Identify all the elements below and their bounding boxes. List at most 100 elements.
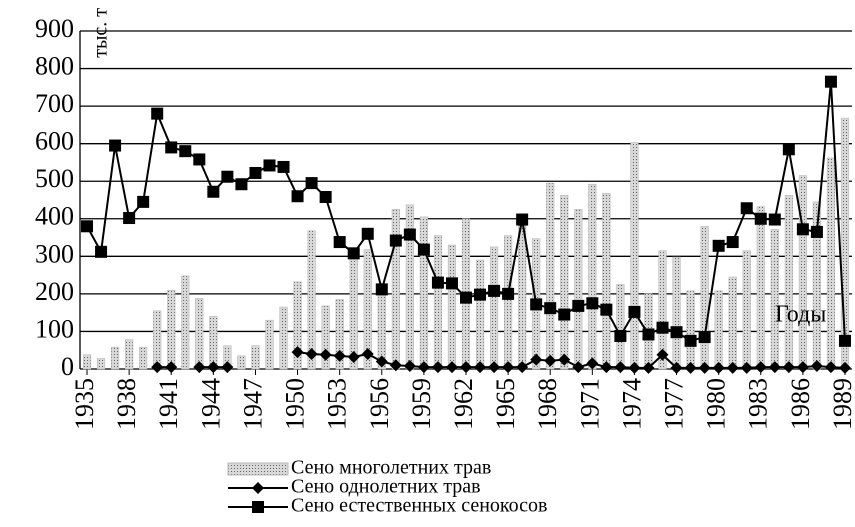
diamond-marker bbox=[403, 359, 416, 372]
bar bbox=[672, 256, 681, 370]
square-marker bbox=[810, 225, 823, 238]
bar bbox=[265, 319, 274, 370]
square-marker bbox=[670, 326, 683, 339]
bar bbox=[195, 298, 204, 370]
y-tick-label: 300 bbox=[35, 239, 74, 268]
diamond-marker bbox=[530, 353, 543, 366]
y-tick-label: 200 bbox=[35, 277, 74, 306]
square-marker bbox=[726, 236, 739, 249]
x-tick-label: 1986 bbox=[786, 378, 815, 430]
bar bbox=[82, 354, 92, 370]
diamond-marker bbox=[291, 346, 304, 359]
square-marker bbox=[361, 227, 374, 240]
square-marker bbox=[319, 190, 332, 203]
bar bbox=[419, 216, 428, 370]
legend-marker bbox=[252, 482, 264, 494]
square-marker bbox=[305, 177, 318, 190]
bar bbox=[167, 289, 176, 370]
diamond-marker bbox=[319, 348, 332, 361]
bar bbox=[279, 306, 288, 370]
bar bbox=[335, 299, 344, 370]
square-marker bbox=[123, 212, 136, 225]
square-marker bbox=[516, 213, 529, 226]
diamond-marker bbox=[333, 349, 346, 362]
square-marker bbox=[796, 223, 809, 236]
square-marker bbox=[277, 160, 290, 173]
square-marker bbox=[431, 276, 444, 289]
y-axis-unit: тыс. т bbox=[90, 8, 112, 58]
legend-label: Сено многолетних трав bbox=[291, 457, 491, 479]
diamond-marker bbox=[516, 361, 529, 374]
bar bbox=[798, 175, 807, 370]
x-tick-label: 1944 bbox=[196, 378, 225, 430]
diamond-marker bbox=[347, 350, 360, 363]
bar bbox=[489, 246, 499, 370]
square-marker bbox=[838, 334, 851, 347]
x-tick-label: 1983 bbox=[744, 378, 773, 430]
diamond-marker bbox=[193, 361, 206, 374]
bar bbox=[784, 195, 793, 370]
bar bbox=[447, 244, 457, 370]
y-tick-label: 600 bbox=[35, 127, 74, 156]
square-marker bbox=[291, 190, 304, 203]
bar bbox=[237, 355, 246, 370]
diamond-marker bbox=[838, 361, 851, 374]
y-tick-label: 0 bbox=[61, 352, 74, 381]
diamond-marker bbox=[782, 361, 795, 374]
bar bbox=[574, 209, 583, 370]
square-marker bbox=[586, 297, 599, 310]
square-marker bbox=[558, 308, 571, 321]
diamond-marker bbox=[670, 361, 683, 374]
diamond-marker bbox=[614, 361, 627, 374]
square-marker bbox=[474, 288, 487, 301]
legend-label: Сено естественных сенокосов bbox=[291, 495, 547, 517]
x-tick-label: 1947 bbox=[238, 378, 267, 430]
diamond-marker bbox=[207, 361, 220, 374]
bar bbox=[209, 316, 218, 370]
square-marker bbox=[445, 277, 458, 290]
bar bbox=[658, 250, 667, 370]
bar bbox=[728, 276, 737, 370]
bar bbox=[293, 281, 302, 370]
square-marker bbox=[109, 139, 122, 152]
square-marker bbox=[824, 75, 837, 88]
x-tick-label: 1950 bbox=[281, 378, 310, 430]
bar bbox=[560, 195, 569, 370]
diamond-marker bbox=[460, 361, 472, 374]
bar bbox=[588, 183, 597, 370]
y-tick-label: 400 bbox=[35, 202, 74, 231]
x-tick-label: 1974 bbox=[617, 378, 646, 430]
square-marker bbox=[403, 228, 416, 241]
square-marker bbox=[81, 220, 94, 233]
bar bbox=[125, 339, 134, 370]
bar bbox=[700, 225, 709, 370]
x-axis-unit: Годы bbox=[775, 302, 826, 328]
square-marker bbox=[502, 287, 515, 300]
diamond-marker bbox=[151, 361, 164, 374]
diamond-marker bbox=[628, 361, 641, 374]
square-marker bbox=[263, 159, 276, 172]
diamond-marker bbox=[389, 359, 402, 372]
diamond-marker bbox=[656, 348, 669, 361]
bar bbox=[714, 290, 723, 370]
diamond-marker bbox=[726, 361, 739, 374]
x-tick-label: 1941 bbox=[154, 378, 183, 430]
x-tick-label: 1938 bbox=[112, 378, 141, 430]
diamond-marker bbox=[768, 361, 781, 374]
square-marker bbox=[417, 243, 430, 256]
square-marker bbox=[628, 305, 641, 318]
square-marker bbox=[642, 328, 655, 341]
x-tick-label: 1989 bbox=[828, 378, 855, 430]
diamond-marker bbox=[572, 361, 585, 374]
bar bbox=[742, 250, 751, 370]
bar bbox=[504, 235, 513, 370]
bar bbox=[630, 142, 639, 370]
square-marker bbox=[782, 143, 795, 156]
bar bbox=[139, 346, 148, 370]
x-tick-label: 1980 bbox=[702, 378, 731, 430]
bar bbox=[770, 228, 779, 370]
y-tick-label: 800 bbox=[35, 52, 74, 81]
square-marker bbox=[712, 239, 725, 252]
square-marker bbox=[768, 213, 781, 226]
x-tick-label: 1953 bbox=[323, 378, 352, 430]
